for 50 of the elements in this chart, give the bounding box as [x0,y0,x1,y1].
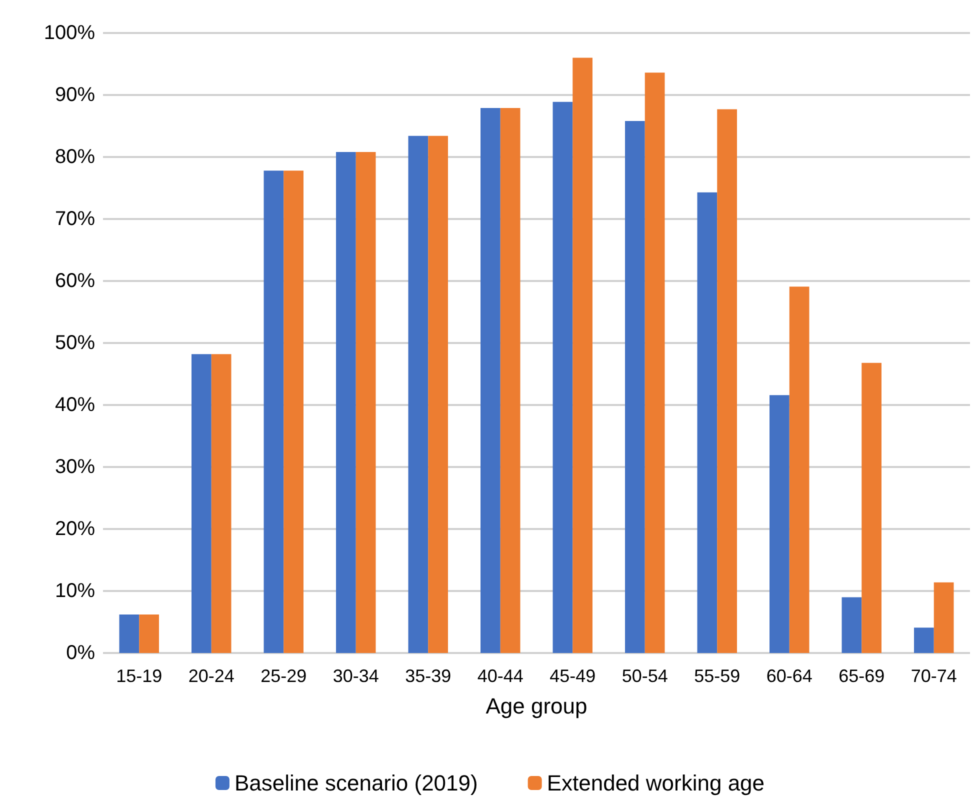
bar [119,614,140,653]
x-tick-label: 50-54 [622,666,668,686]
x-axis-title: Age group [486,694,588,718]
x-tick-label: 30-34 [332,666,379,686]
bar [644,72,665,653]
bar [934,582,954,653]
y-tick-label: 70% [54,208,96,230]
legend-label: Extended working age [546,770,765,796]
x-tick-label: 25-29 [260,666,307,686]
y-tick-label: 80% [54,146,96,168]
bar [717,109,737,653]
x-tick-label: 20-24 [188,666,234,686]
bar [625,121,645,653]
bar [770,395,790,653]
bar [697,192,718,653]
y-tick-label: 30% [54,456,96,478]
bar [480,108,500,653]
y-tick-label: 50% [54,332,96,354]
bar [572,58,592,653]
bar [862,362,882,653]
bar [552,102,573,653]
x-tick-label: 40-44 [477,666,524,686]
bar [211,354,232,653]
y-tick-label: 90% [54,84,96,106]
bar [356,152,376,653]
bar [842,597,862,653]
bar [408,136,428,653]
y-tick-label: 0% [66,642,96,664]
bar [264,170,284,653]
bar [192,354,212,653]
bar [914,628,934,653]
x-tick-label: 35-39 [405,666,452,686]
bar [500,108,520,653]
y-tick-label: 10% [54,580,96,602]
x-tick-label: 65-69 [838,666,885,686]
x-tick-label: 60-64 [766,666,812,686]
bar [428,136,448,653]
y-tick-label: 20% [54,518,96,540]
x-tick-label: 55-59 [694,666,740,686]
y-tick-label: 60% [54,270,96,292]
bar [139,614,159,653]
bar [336,152,356,653]
x-tick-label: 45-49 [550,666,596,686]
bar [789,286,810,653]
x-tick-label: 15-19 [116,666,162,686]
bar [284,170,304,653]
y-tick-label: 40% [54,394,96,416]
legend-label: Baseline scenario (2019) [234,770,478,796]
x-tick-label: 70-74 [910,666,957,686]
y-tick-label: 100% [44,22,96,44]
